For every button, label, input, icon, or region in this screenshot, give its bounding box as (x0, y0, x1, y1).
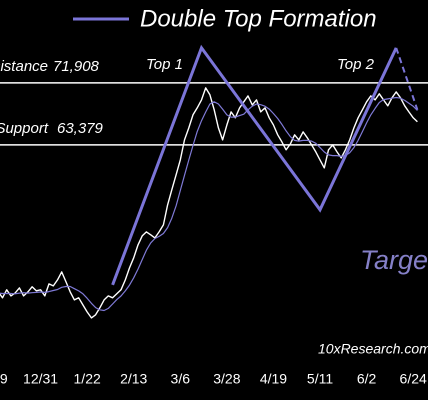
level-label: Resistance (0, 58, 48, 75)
watermark: 10xResearch.com (318, 341, 428, 357)
legend-label: Double Top Formation (140, 5, 377, 32)
x-tick-label: 5/11 (307, 371, 333, 387)
x-tick-label: 6/2 (357, 371, 377, 387)
annotation: Target (360, 245, 428, 275)
x-tick-label: 12/31 (23, 371, 58, 387)
annotation: Top 1 (146, 56, 183, 73)
annotation: Top 2 (337, 56, 375, 73)
formation-line (111, 44, 398, 286)
level-value: 71,908 (53, 58, 100, 75)
x-tick-label: 3/28 (213, 371, 240, 387)
level-value: 63,379 (57, 120, 104, 137)
price-line (0, 87, 418, 319)
x-tick-label: 6/24 (400, 371, 427, 387)
x-tick-label: 2/13 (120, 371, 147, 387)
projection-line (395, 47, 419, 111)
x-tick-label: 1/22 (74, 371, 101, 387)
level-label: Support (0, 120, 49, 137)
x-tick-label: 3/6 (171, 371, 191, 387)
x-tick-label: 12/9 (0, 371, 8, 387)
x-tick-label: 4/19 (260, 371, 287, 387)
